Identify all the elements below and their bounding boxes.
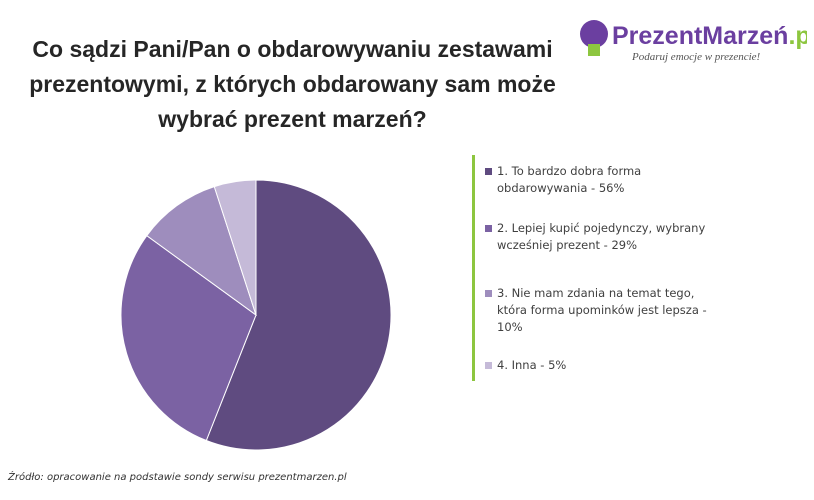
legend: 1. To bardzo dobra forma obdarowywania -…	[472, 155, 735, 381]
logo: PrezentMarzeń.pl Podaruj emocje w prezen…	[580, 20, 807, 63]
pie-slice	[146, 185, 257, 317]
logo-icon	[580, 20, 608, 48]
logo-name: PrezentMarzeń	[612, 22, 788, 50]
legend-swatch	[485, 225, 492, 232]
legend-swatch	[485, 362, 492, 369]
chart-title: Co sądzi Pani/Pan o obdarowywaniu zestaw…	[29, 36, 556, 132]
source-note: Źródło: opracowanie na podstawie sondy s…	[8, 472, 347, 483]
legend-item: 4. Inna - 5%	[485, 357, 712, 374]
logo-tld: .pl	[788, 22, 807, 50]
legend-item: 2. Lepiej kupić pojedynczy, wybrany wcze…	[485, 220, 712, 254]
legend-item: 3. Nie mam zdania na temat tego, która f…	[485, 285, 712, 336]
legend-label: 4. Inna - 5%	[497, 358, 567, 372]
pie-slice	[120, 234, 257, 442]
legend-label: 2. Lepiej kupić pojedynczy, wybrany wcze…	[497, 221, 706, 252]
logo-icon-box	[588, 44, 600, 56]
legend-swatch	[485, 290, 492, 297]
legend-label: 1. To bardzo dobra forma obdarowywania -…	[497, 164, 642, 195]
legend-item: 1. To bardzo dobra forma obdarowywania -…	[485, 163, 712, 197]
legend-label: 3. Nie mam zdania na temat tego, która f…	[497, 286, 707, 334]
pie-slice	[205, 179, 392, 451]
legend-swatch	[485, 168, 492, 175]
logo-tagline: Podaruj emocje w prezencie!	[631, 51, 761, 63]
pie-slice	[213, 179, 257, 316]
logo-text: PrezentMarzeń.pl	[612, 22, 807, 50]
